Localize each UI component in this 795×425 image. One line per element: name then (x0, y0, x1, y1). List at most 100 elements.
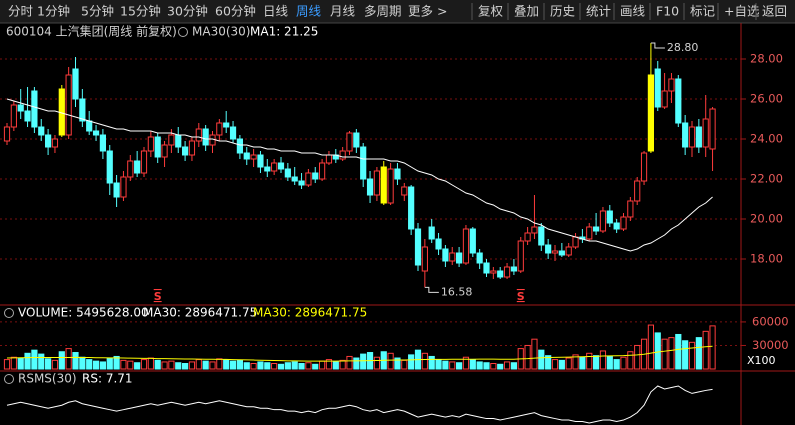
candle-body (640, 152, 648, 182)
candle-body (113, 182, 120, 198)
volume-bar (647, 324, 654, 370)
volume-bar (695, 337, 702, 370)
toolbar-button[interactable]: 画线 (620, 4, 646, 19)
period-tab[interactable]: 5分钟 (81, 4, 114, 19)
period-tab[interactable]: 15分钟 (120, 4, 161, 19)
volume-bar (127, 360, 134, 370)
candle-body (476, 252, 483, 264)
candle-body (291, 176, 298, 182)
period-tab[interactable]: 分时 (8, 4, 34, 19)
volume-bar (72, 352, 79, 370)
toolbar-button[interactable]: F10 (656, 4, 679, 19)
candle-body (593, 226, 600, 232)
volume-bar (106, 357, 113, 370)
volume-bar (682, 340, 689, 370)
menu-icon[interactable] (4, 374, 14, 384)
volume-bar (195, 359, 202, 370)
candle-body (688, 126, 696, 148)
volume-bar (284, 362, 291, 370)
volume-legend: MA30: 2896471.75 (253, 306, 367, 320)
y-tick-label: 60000 (752, 314, 789, 328)
toolbar-button[interactable]: 历史 (550, 4, 576, 19)
volume-bar (312, 363, 319, 370)
candle-body (442, 248, 449, 262)
candle-body (647, 74, 654, 152)
indicator-name: MA30(30) (192, 25, 250, 39)
candle-body (284, 168, 291, 178)
candle-body (346, 132, 353, 152)
toolbar-button[interactable]: 叠加 (514, 4, 539, 19)
volume-bar (250, 363, 257, 370)
volume-bar (442, 360, 449, 370)
volume-bar (373, 356, 380, 370)
volume-bar (236, 359, 244, 370)
candle-body (565, 246, 572, 256)
candle-body (106, 150, 113, 184)
candle-body (503, 266, 511, 278)
volume-bar (408, 354, 415, 370)
menu-icon[interactable] (178, 27, 188, 37)
toolbar-button[interactable]: +自选 (724, 4, 760, 19)
stock-title: 600104 上汽集团(周线 前复权) (6, 24, 177, 39)
volume-bar (593, 355, 600, 370)
volume-bar (58, 351, 65, 370)
candle-body (599, 210, 607, 232)
volume-bar (182, 363, 189, 370)
menu-icon[interactable] (4, 308, 14, 318)
volume-bar (599, 350, 607, 370)
toolbar-button[interactable]: 统计 (586, 4, 611, 19)
candle-body (3, 126, 11, 142)
period-tab[interactable]: 日线 (263, 4, 289, 19)
candle-body (216, 122, 223, 136)
volume-bar (113, 355, 120, 370)
y-tick-label: 28.00 (750, 52, 783, 66)
period-tab[interactable]: 更多 > (408, 4, 447, 19)
candle-body (373, 170, 380, 196)
period-tab[interactable]: 60分钟 (215, 4, 256, 19)
candle-body (202, 128, 209, 146)
candle-body (38, 126, 45, 136)
period-tab[interactable]: 多周期 (364, 4, 402, 19)
period-tab[interactable]: 周线 (296, 4, 322, 19)
volume-bar (428, 355, 435, 370)
candle-body (531, 226, 538, 234)
period-tab[interactable]: 月线 (330, 4, 356, 19)
volume-bar (332, 361, 339, 370)
volume-bar (387, 352, 394, 370)
candle-body (572, 236, 579, 248)
candle-body (517, 240, 524, 272)
candle-body (462, 228, 470, 264)
candle-body (147, 136, 154, 152)
candle-body (264, 166, 271, 172)
volume-bar (586, 352, 593, 370)
volume-bar (456, 362, 463, 370)
candle-body (510, 266, 517, 272)
candle-body (312, 172, 319, 180)
volume-bar (24, 352, 31, 370)
period-tab[interactable]: 1分钟 (37, 4, 70, 19)
toolbar-button[interactable]: 标记 (690, 4, 716, 19)
candle-body (319, 162, 326, 180)
volume-bar (572, 354, 579, 370)
candle-body (99, 134, 107, 152)
candle-body (366, 178, 374, 196)
volume-bar (305, 362, 312, 370)
candle-body (353, 132, 360, 148)
toolbar-button[interactable]: 复权 (478, 4, 504, 19)
volume-bar (216, 358, 223, 370)
period-tab[interactable]: 30分钟 (167, 4, 208, 19)
candle-body (229, 126, 237, 140)
y-tick-label: 18.00 (750, 252, 783, 266)
candle-body (456, 252, 463, 264)
candle-body (483, 262, 490, 274)
volume-bar (510, 362, 517, 370)
annotation-label: 28.80 (667, 41, 699, 54)
y-tick-label: 30000 (752, 338, 789, 352)
candle-body (360, 146, 367, 180)
candle-body (613, 222, 620, 230)
volume-bar (627, 351, 634, 370)
volume-bar (140, 359, 148, 370)
toolbar-button[interactable]: 返回 (762, 4, 787, 19)
candle-body (51, 138, 59, 148)
